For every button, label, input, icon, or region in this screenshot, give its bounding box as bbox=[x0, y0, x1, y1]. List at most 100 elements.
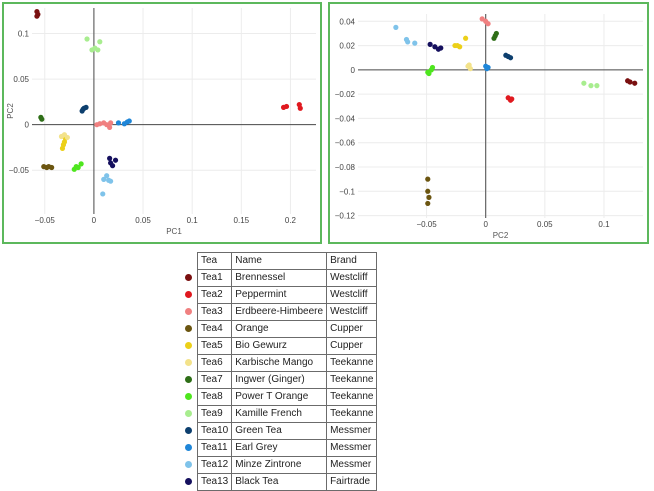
legend-cell-brand: Teekanne bbox=[326, 388, 378, 406]
legend-cell-tea: Tea8 bbox=[196, 388, 233, 406]
legend-color-dot bbox=[185, 461, 192, 468]
data-point-tea5 bbox=[463, 35, 469, 41]
data-point-tea7 bbox=[39, 116, 45, 122]
legend-cell-tea: Tea10 bbox=[196, 422, 233, 440]
y-tick-label: 0 bbox=[25, 121, 30, 130]
x-tick-label: 0.2 bbox=[285, 216, 297, 225]
data-point-tea4 bbox=[49, 164, 55, 171]
legend-header-row: Tea Name Brand bbox=[196, 252, 378, 270]
legend-cell-name: Erdbeere-Himbeere bbox=[231, 303, 328, 321]
data-point-tea12 bbox=[405, 39, 411, 45]
x-axis-title: PC1 bbox=[166, 227, 182, 236]
legend-row: Tea1 Brennessel Westcliff bbox=[196, 269, 378, 287]
legend-cell-name: Ingwer (Ginger) bbox=[231, 371, 328, 389]
x-tick-label: 0.1 bbox=[187, 216, 199, 225]
legend-row: Tea12 Minze Zintrone Messmer bbox=[196, 456, 378, 474]
legend-color-dot bbox=[185, 478, 192, 485]
pc2-pc3-plot-panel: −0.05 0 0.05 0.1 0.04 0.02 0 −0.02 −0.04 −0.06 −0.… bbox=[328, 2, 649, 244]
legend-row: Tea4 Orange Cupper bbox=[196, 320, 378, 338]
legend-cell-name: Peppermint bbox=[231, 286, 328, 304]
x-axis-title: PC2 bbox=[493, 231, 509, 240]
y-tick-label: −0.1 bbox=[339, 187, 355, 196]
pc2-scatter-plot: −0.05 0 0.05 0.1 0.04 0.02 0 −0.02 −0.04 −0.06 −0.… bbox=[335, 14, 643, 240]
legend-cell-tea: Tea7 bbox=[196, 371, 233, 389]
data-point-tea8 bbox=[75, 164, 81, 171]
y-tick-label: −0.04 bbox=[335, 114, 356, 123]
data-point-tea3 bbox=[107, 124, 113, 131]
legend-color-dot bbox=[185, 359, 192, 366]
data-point-tea5 bbox=[457, 44, 463, 50]
x-tick-label: 0.05 bbox=[135, 216, 151, 225]
x-tick-label: −0.05 bbox=[416, 220, 437, 229]
legend-color-dot bbox=[185, 274, 192, 281]
y-tick-label: 0.1 bbox=[18, 30, 30, 39]
legend-color-dot bbox=[185, 325, 192, 332]
data-point-tea12 bbox=[412, 40, 418, 46]
legend-cell-tea: Tea11 bbox=[196, 439, 233, 457]
legend-cell-name: Minze Zintrone bbox=[231, 456, 328, 474]
legend-color-dot bbox=[185, 342, 192, 349]
data-point-tea9 bbox=[588, 83, 594, 89]
data-point-tea9 bbox=[97, 39, 103, 45]
data-point-tea10 bbox=[80, 106, 86, 112]
data-point-tea3 bbox=[97, 121, 103, 127]
tea-legend-table: Tea Name Brand Tea1 Brennessel Westcliff Te… bbox=[196, 252, 378, 491]
legend-cell-name: Earl Grey bbox=[231, 439, 328, 457]
legend-cell-name: Orange bbox=[231, 320, 328, 338]
x-tick-label: 0.15 bbox=[234, 216, 250, 225]
legend-cell-brand: Teekanne bbox=[326, 354, 378, 372]
data-point-tea10 bbox=[507, 55, 514, 61]
legend-cell-name: Black Tea bbox=[231, 473, 328, 491]
data-point-tea1 bbox=[632, 80, 638, 86]
data-point-tea13 bbox=[438, 45, 444, 51]
y-tick-label: −0.05 bbox=[9, 166, 30, 175]
data-point-tea2 bbox=[509, 96, 515, 102]
legend-header-brand: Brand bbox=[326, 252, 378, 270]
data-point-tea6 bbox=[64, 134, 70, 141]
data-point-tea4 bbox=[426, 194, 432, 200]
x-tick-label: 0.1 bbox=[598, 220, 610, 229]
y-tick-label: −0.02 bbox=[335, 90, 356, 99]
y-tick-label: 0 bbox=[351, 66, 356, 75]
data-point-tea11 bbox=[126, 118, 132, 124]
legend-row: Tea8 Power T Orange Teekanne bbox=[196, 388, 378, 406]
data-point-tea11 bbox=[115, 120, 122, 126]
data-point-tea4 bbox=[425, 188, 431, 194]
legend-cell-tea: Tea3 bbox=[196, 303, 233, 321]
data-point-tea9 bbox=[84, 36, 90, 42]
data-point-tea8 bbox=[78, 161, 84, 167]
x-tick-label: 0 bbox=[483, 220, 488, 229]
legend-row: Tea6 Karbische Mango Teekanne bbox=[196, 354, 378, 372]
legend-color-dot bbox=[185, 393, 192, 400]
data-point-tea3 bbox=[485, 21, 491, 27]
legend-row: Tea9 Kamille French Teekanne bbox=[196, 405, 378, 423]
x-tick-label: 0 bbox=[92, 216, 97, 225]
legend-color-dot bbox=[185, 376, 192, 383]
legend-header-tea: Tea bbox=[196, 252, 233, 270]
data-point-tea3 bbox=[108, 120, 114, 126]
legend-cell-brand: Messmer bbox=[326, 456, 378, 474]
data-point-tea13 bbox=[109, 163, 116, 169]
y-tick-label: 0.02 bbox=[339, 42, 355, 51]
legend-cell-brand: Messmer bbox=[326, 422, 378, 440]
legend-row: Tea13 Black Tea Fairtrade bbox=[196, 473, 378, 491]
legend-cell-tea: Tea13 bbox=[196, 473, 233, 491]
legend-cell-tea: Tea2 bbox=[196, 286, 233, 304]
data-point-tea9 bbox=[95, 47, 101, 53]
legend-cell-tea: Tea1 bbox=[196, 269, 233, 287]
x-tick-label: 0.05 bbox=[537, 220, 553, 229]
data-point-tea1 bbox=[34, 13, 40, 19]
y-tick-label: 0.04 bbox=[339, 17, 355, 26]
legend-cell-brand: Cupper bbox=[326, 337, 378, 355]
data-point-tea13 bbox=[427, 41, 433, 47]
legend-cell-brand: Teekanne bbox=[326, 405, 378, 423]
y-tick-label: −0.08 bbox=[335, 163, 356, 172]
y-tick-label: −0.12 bbox=[335, 212, 356, 221]
legend-cell-name: Brennessel bbox=[231, 269, 328, 287]
data-point-tea7 bbox=[493, 30, 499, 37]
x-tick-label: −0.05 bbox=[35, 216, 56, 225]
legend-cell-name: Power T Orange bbox=[231, 388, 328, 406]
legend-cell-brand: Cupper bbox=[326, 320, 378, 338]
legend-cell-brand: Westcliff bbox=[326, 303, 378, 321]
legend-cell-name: Kamille French bbox=[231, 405, 328, 423]
